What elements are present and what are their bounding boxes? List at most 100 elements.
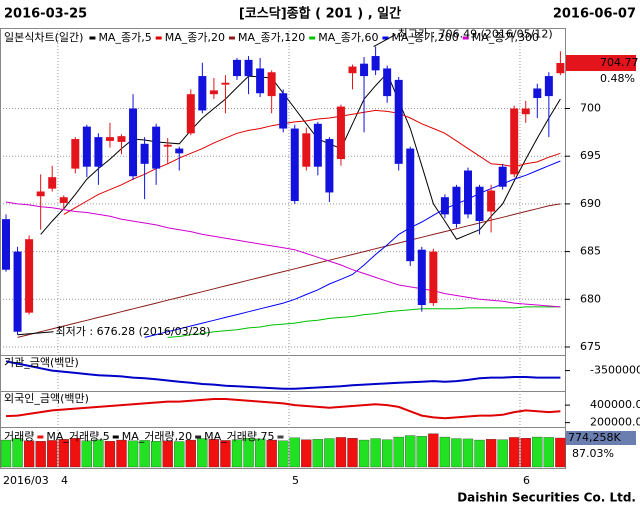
candle-body (440, 197, 449, 215)
candle-body (371, 56, 380, 71)
candle-body (475, 186, 484, 222)
volume-bar (289, 437, 300, 468)
volume-bar (381, 439, 393, 468)
series-label: 외국인_금액(백만) (4, 392, 89, 405)
volume-change-label: 87.03% (572, 447, 614, 460)
candle-body (198, 76, 207, 111)
candle-body (348, 66, 357, 74)
legend-label: MA_종가,5 (98, 31, 151, 44)
volume-bar (70, 438, 81, 468)
volume-bar (104, 441, 116, 468)
candle-body (2, 219, 10, 270)
candle-body (406, 148, 415, 262)
line-series (5, 201, 561, 308)
legend-label: MA_종가,300 (472, 31, 539, 44)
candle-body (360, 63, 369, 77)
y-tick-label: 700 (580, 102, 601, 115)
legend-label: MA_종가,200 (391, 31, 458, 44)
candle-body (290, 128, 299, 202)
candle-body (129, 108, 138, 177)
volume-bar (451, 438, 462, 468)
legend-label: MA_종가,20 (165, 31, 225, 44)
candle-body (36, 191, 45, 197)
volume-bar (231, 439, 243, 468)
line-series (167, 306, 561, 338)
candle-body (521, 108, 530, 115)
candle-body (117, 136, 126, 142)
start-date: 2016-03-25 (4, 7, 87, 22)
x-tick-label: 5 (292, 474, 299, 487)
candle-body (13, 251, 22, 332)
change-label: 0.48% (600, 72, 635, 85)
volume-bar (266, 439, 277, 468)
candle-body (313, 123, 322, 167)
candle-body (82, 126, 91, 167)
candle-body (209, 90, 218, 95)
volume-bar (416, 436, 427, 468)
volume-bar (520, 438, 531, 468)
last-price-box (566, 55, 636, 72)
volume-bar (335, 437, 347, 468)
low-annotation: 최저가 : 676.28 (2016/03/28) (56, 325, 211, 338)
x-tick-label: 4 (61, 474, 68, 487)
legend-label: 거래량 (4, 430, 34, 443)
candle-body (94, 137, 103, 167)
volume-bar (474, 439, 485, 468)
candle-body (429, 251, 438, 304)
volume-bar (23, 440, 35, 468)
volume-bar (47, 440, 58, 468)
candle-body (244, 59, 253, 77)
legend-label: MA_종가,120 (238, 31, 305, 44)
last-volume-box (566, 431, 636, 446)
line-series (40, 72, 561, 240)
volume-bar (220, 440, 231, 468)
volume-bar (81, 440, 92, 468)
annotation-arrow (373, 34, 396, 48)
candle-body (464, 170, 472, 215)
volume-bar (358, 439, 370, 468)
volume-bar (12, 438, 23, 468)
candle-body (533, 88, 542, 99)
candle-body (498, 166, 507, 187)
legend-label: MA_종가,60 (318, 31, 378, 44)
candle-body (336, 106, 345, 160)
line-series (5, 360, 561, 390)
volume-bar (116, 439, 127, 468)
last-price-label: 704.77 (600, 56, 639, 69)
volume-bar (393, 436, 404, 468)
volume-bar (509, 437, 520, 468)
high-annotation: 최고가 : 706.49 (2016/05/12) (398, 28, 553, 41)
candle-body (105, 137, 114, 141)
volume-bar (208, 439, 220, 468)
y-tick-label: 685 (580, 245, 601, 258)
candle-body (325, 139, 334, 193)
volume-bar (35, 441, 46, 468)
line-series (63, 109, 561, 215)
volume-bar (405, 435, 416, 468)
y-tick-label: 400000.00 (590, 398, 640, 411)
line-series (17, 203, 561, 338)
volume-bar (243, 438, 254, 468)
volume-bar (162, 440, 173, 468)
candle-body (25, 239, 34, 313)
volume-bar (127, 440, 139, 468)
candle-body (233, 59, 241, 77)
candle-body (175, 148, 184, 154)
volume-bar (301, 439, 312, 468)
candle-body (556, 63, 565, 74)
candle-body (267, 72, 276, 97)
y-tick-label: 200000.00 (590, 416, 640, 429)
candle-body (487, 190, 496, 212)
volume-bar (278, 440, 289, 468)
last-volume-label: 774,258K (568, 431, 621, 444)
candle-body (256, 68, 265, 94)
volume-bar (555, 437, 566, 468)
line-series (5, 398, 561, 420)
y-tick-label: 690 (580, 197, 601, 210)
end-date: 2016-06-07 (553, 7, 636, 22)
volume-bar (254, 438, 266, 468)
candle-body (59, 197, 68, 203)
volume-bar (185, 439, 196, 468)
candle-body (71, 139, 80, 169)
